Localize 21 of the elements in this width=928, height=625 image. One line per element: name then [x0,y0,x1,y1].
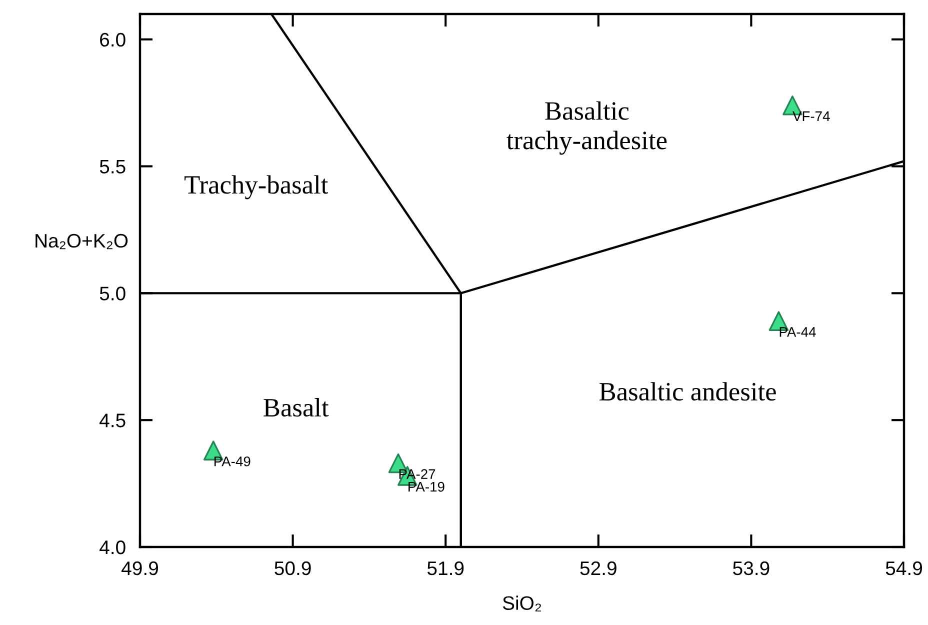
annotation: PA-49 [214,456,250,466]
annotation: Basaltic trachy-andesite [506,101,667,155]
x-tick-label: 50.9 [274,561,311,576]
y-tick-label: 4.5 [100,414,126,428]
x-tick-label: 52.9 [580,561,616,576]
annotation: PA-19 [408,482,444,492]
annotation: VF-74 [792,111,830,121]
y-tick-label: 4.0 [100,540,126,554]
y-tick-label: 5.0 [100,286,126,300]
annotation: Trachy-basalt [184,175,328,200]
annotation: Basalt [264,398,329,417]
x-axis-title: SiO₂ [502,596,542,612]
x-tick-label: 54.9 [886,561,922,576]
y-tick-label: 6.0 [100,32,126,47]
y-tick-label: 5.5 [100,160,126,174]
y-axis-title: Na₂O+K₂O [36,234,128,250]
annotation: Basaltic andesite [600,382,776,401]
x-tick-label: 53.9 [733,561,770,576]
x-tick-label: 49.9 [122,561,158,576]
x-tick-label: 51.9 [427,561,464,576]
annotation: PA-44 [780,327,816,337]
